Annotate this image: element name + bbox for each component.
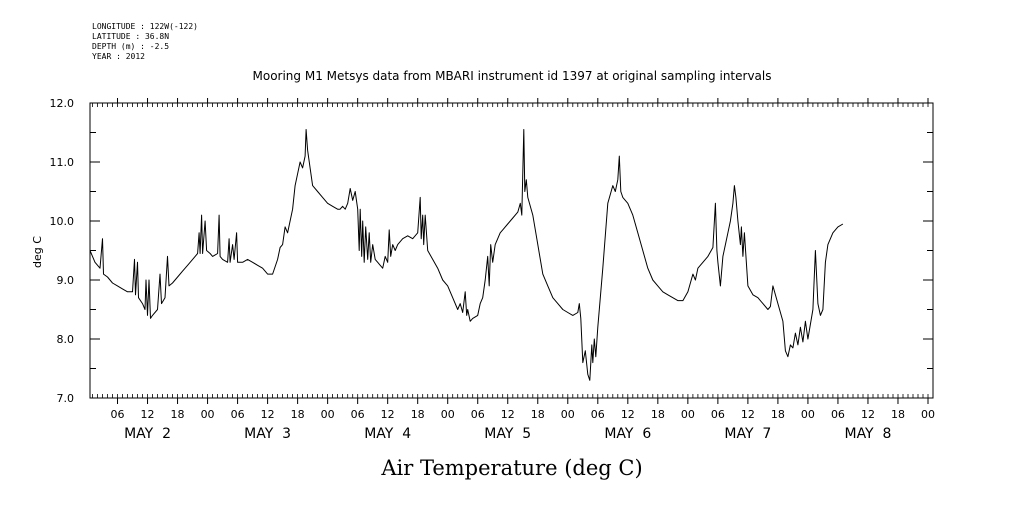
y-tick-label: 10.0 — [50, 215, 75, 228]
x-axis-label: Air Temperature (deg C) — [380, 456, 642, 480]
x-day-label: MAY 4 — [364, 426, 411, 442]
x-tick-label: 12 — [621, 408, 635, 421]
x-tick-label: 06 — [111, 408, 125, 421]
x-tick-label: 12 — [261, 408, 275, 421]
x-tick-label: 12 — [501, 408, 515, 421]
x-tick-label: 00 — [321, 408, 335, 421]
x-tick-label: 06 — [471, 408, 485, 421]
x-day-label: MAY 7 — [724, 426, 771, 442]
x-tick-label: 18 — [771, 408, 785, 421]
x-tick-label: 12 — [741, 408, 755, 421]
x-day-label: MAY 8 — [844, 426, 891, 442]
y-tick-label: 9.0 — [57, 274, 75, 287]
x-tick-label: 06 — [711, 408, 725, 421]
x-tick-label: 18 — [531, 408, 545, 421]
x-tick-label: 06 — [591, 408, 605, 421]
depth-label: DEPTH (m) : -2.5 — [92, 42, 169, 51]
x-tick-label: 00 — [441, 408, 455, 421]
plot-frame — [89, 102, 934, 399]
year-label: YEAR : 2012 — [92, 52, 145, 61]
x-tick-label: 06 — [831, 408, 845, 421]
y-tick-label: 8.0 — [57, 333, 75, 346]
x-day-label: MAY 2 — [124, 426, 171, 442]
x-tick-label: 00 — [561, 408, 575, 421]
x-tick-label: 00 — [201, 408, 215, 421]
x-tick-label: 18 — [411, 408, 425, 421]
y-tick-label: 11.0 — [50, 156, 75, 169]
series-layer — [89, 129, 844, 381]
y-axis-label: deg C — [31, 236, 44, 268]
x-tick-label: 06 — [231, 408, 245, 421]
x-tick-label: 06 — [351, 408, 365, 421]
x-tick-label: 00 — [681, 408, 695, 421]
x-minor-ticks — [92, 103, 934, 398]
x-day-label: MAY 3 — [244, 426, 291, 442]
x-tick-label: 18 — [891, 408, 905, 421]
x-tick-label: 12 — [861, 408, 875, 421]
x-day-label: MAY 6 — [604, 426, 651, 442]
latitude-label: LATITUDE : 36.8N — [92, 32, 169, 41]
x-tick-label: 00 — [801, 408, 815, 421]
x-tick-label: 12 — [381, 408, 395, 421]
x-tick-label: 18 — [291, 408, 305, 421]
x-tick-label: 12 — [141, 408, 155, 421]
series-line — [89, 129, 844, 381]
x-day-label: MAY 5 — [484, 426, 531, 442]
chart-title: Mooring M1 Metsys data from MBARI instru… — [253, 69, 772, 83]
x-tick-label: 18 — [651, 408, 665, 421]
x-tick-label: 18 — [171, 408, 185, 421]
axes-layer: 7.0 8.0 9.0 10.0 11.0 12.0 06 12 18 00 06 12 18 00 06 1… — [50, 97, 935, 442]
x-tick-label: 00 — [921, 408, 935, 421]
longitude-label: LONGITUDE : 122W(-122) — [92, 22, 198, 31]
y-tick-label: 12.0 — [50, 97, 75, 110]
y-tick-label: 7.0 — [57, 392, 75, 405]
